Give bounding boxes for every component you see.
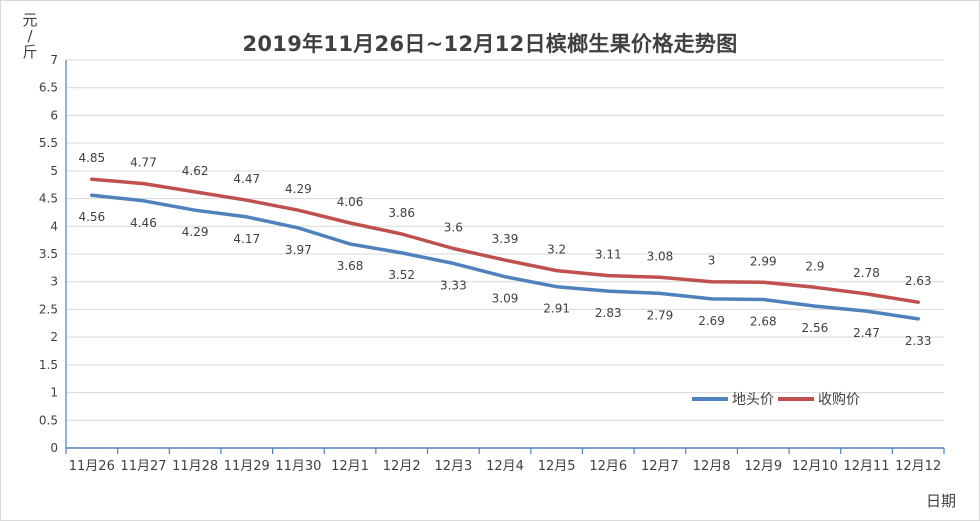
- x-tick-label: 12月1: [331, 459, 369, 474]
- y-axis-title: 元 / 斤: [22, 11, 38, 61]
- y-tick-label: 2.5: [39, 302, 58, 316]
- data-label-series-2: 3.11: [595, 248, 622, 262]
- x-tick-label: 11月27: [120, 459, 166, 474]
- data-label-series-1: 3.52: [388, 268, 415, 282]
- data-label-series-2: 2.63: [905, 274, 932, 288]
- data-label-series-2: 2.99: [750, 254, 777, 268]
- data-label-series-2: 2.78: [853, 266, 880, 280]
- data-label-series-2: 4.06: [337, 195, 364, 209]
- x-tick-label: 11月26: [69, 459, 115, 474]
- series-line-1: [90, 193, 920, 321]
- legend-label-series-1: 地头价: [732, 392, 774, 408]
- legend-label-series-2: 收购价: [818, 392, 860, 408]
- y-tick-label: 1.5: [39, 358, 58, 372]
- data-label-series-2: 3.08: [647, 249, 674, 263]
- x-tick-label: 12月3: [434, 459, 472, 474]
- data-label-series-2: 4.47: [233, 172, 260, 186]
- data-label-series-1: 2.56: [802, 321, 829, 335]
- y-tick-label: 3: [50, 275, 58, 289]
- x-tick-label: 12月9: [744, 459, 782, 474]
- chart-title: 2019年11月26日~12月12日槟榔生果价格走势图: [242, 32, 738, 56]
- y-tick-label: 2: [50, 330, 58, 344]
- data-label-series-2: 3.39: [492, 232, 519, 246]
- data-label-series-2: 3: [708, 254, 716, 268]
- data-label-series-1: 3.33: [440, 278, 467, 292]
- data-label-series-2: 4.29: [285, 182, 312, 196]
- x-tick-label: 12月8: [693, 459, 731, 474]
- y-tick-label: 1: [50, 386, 58, 400]
- x-tick-label: 12月7: [641, 459, 679, 474]
- data-label-series-1: 2.83: [595, 306, 622, 320]
- y-tick-label: 4.5: [39, 192, 58, 206]
- data-label-series-2: 2.9: [805, 259, 824, 273]
- y-tick-label: 5: [50, 164, 58, 178]
- data-label-series-2: 4.77: [130, 156, 157, 170]
- x-tick-label: 11月28: [172, 459, 218, 474]
- data-label-series-1: 2.91: [543, 302, 570, 316]
- y-tick-label: 0.5: [39, 413, 58, 427]
- y-tick-label: 6.5: [39, 81, 58, 95]
- y-tick-label: 7: [50, 53, 58, 67]
- x-tick-label: 12月10: [792, 459, 838, 474]
- y-tick-label: 3.5: [39, 247, 58, 261]
- x-tick-label: 12月6: [589, 459, 627, 474]
- data-label-series-1: 3.09: [492, 292, 519, 306]
- data-label-series-1: 3.97: [285, 243, 312, 257]
- x-tick-label: 12月11: [843, 459, 889, 474]
- y-tick-label: 6: [50, 108, 58, 122]
- data-label-series-1: 2.69: [698, 314, 725, 328]
- data-label-series-2: 3.2: [547, 243, 566, 257]
- data-label-series-2: 4.85: [78, 151, 105, 165]
- x-tick-label: 11月30: [275, 459, 321, 474]
- data-label-series-1: 4.46: [130, 216, 157, 230]
- data-label-series-1: 4.17: [233, 232, 260, 246]
- y-tick-label: 5.5: [39, 136, 58, 150]
- x-tick-label: 11月29: [224, 459, 270, 474]
- data-label-series-1: 2.79: [647, 308, 674, 322]
- x-axis-title: 日期: [926, 492, 957, 510]
- series-line-2: [90, 177, 920, 304]
- legend-swatch-series-1: [692, 397, 728, 401]
- data-label-series-1: 2.68: [750, 314, 777, 328]
- x-tick-label: 12月5: [538, 459, 576, 474]
- x-tick-label: 12月2: [383, 459, 421, 474]
- legend-swatch-series-2: [778, 397, 814, 401]
- x-tick-label: 12月12: [895, 459, 941, 474]
- data-label-series-1: 4.56: [78, 210, 105, 224]
- data-label-series-1: 2.33: [905, 334, 932, 348]
- data-label-series-2: 3.6: [444, 220, 463, 234]
- data-label-series-1: 2.47: [853, 326, 880, 340]
- y-tick-label: 4: [50, 219, 58, 233]
- y-tick-label: 0: [50, 441, 58, 455]
- data-label-series-2: 3.86: [388, 206, 415, 220]
- legend-item-series-2: 收购价: [778, 389, 860, 409]
- data-label-series-2: 4.62: [182, 164, 209, 178]
- data-label-series-1: 4.29: [182, 225, 209, 239]
- x-tick-label: 12月4: [486, 459, 524, 474]
- data-label-series-1: 3.68: [337, 259, 364, 273]
- legend-item-series-1: 地头价: [692, 389, 774, 409]
